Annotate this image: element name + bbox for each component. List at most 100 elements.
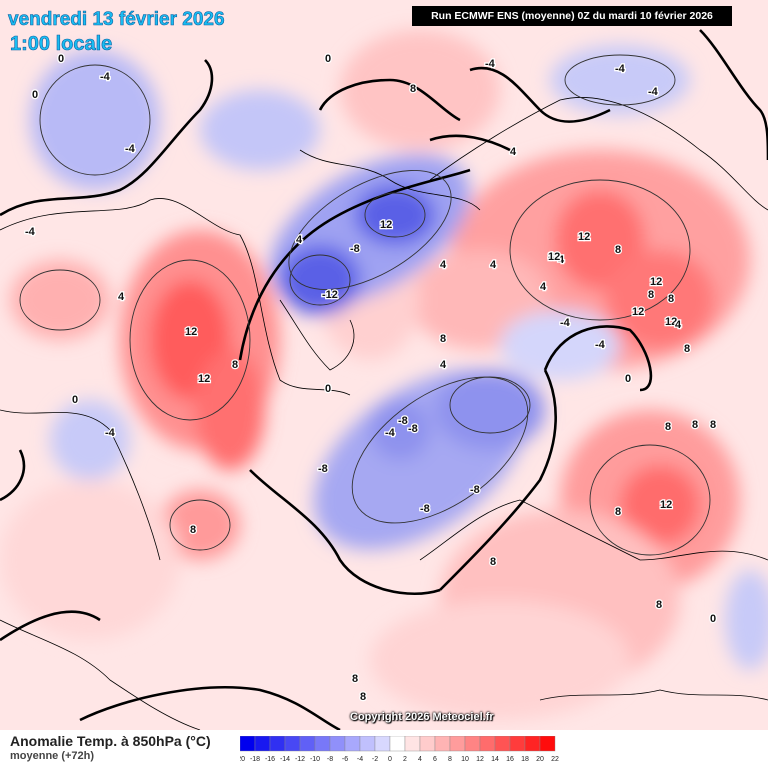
color-swatch	[464, 736, 481, 752]
contour-label: -4	[615, 63, 626, 75]
contour-label: -8	[398, 415, 408, 427]
legend-area: Anomalie Temp. à 850hPa (°C) moyenne (+7…	[0, 730, 768, 768]
contour-label: 0	[72, 394, 78, 406]
scale-tick-label: 6	[433, 756, 437, 763]
contour-label: -12	[322, 289, 338, 301]
contour-label: -4	[485, 58, 496, 70]
color-swatch	[329, 736, 346, 752]
contour-label: -4	[105, 427, 116, 439]
contour-label: 12	[632, 306, 644, 318]
color-swatch	[479, 736, 496, 752]
contour-label: 12	[185, 326, 197, 338]
contour-label: 8	[190, 524, 196, 536]
contour-label: -4	[100, 71, 111, 83]
scale-tick-label: 16	[506, 756, 514, 763]
contour-label: -4	[385, 427, 396, 439]
coastlines	[0, 97, 768, 730]
scale-tick-label: 12	[476, 756, 484, 763]
contour-label: 8	[615, 506, 621, 518]
forecast-time: 1:00 locale	[10, 33, 113, 56]
contour-label: 12	[578, 231, 590, 243]
contour-label: 4	[296, 234, 303, 246]
contour-label: 12	[660, 499, 672, 511]
scale-tick-label: 2	[403, 756, 407, 763]
contour-label: 0	[710, 613, 716, 625]
contour-label: 8	[360, 691, 366, 703]
contour-label: -8	[420, 503, 430, 515]
color-swatch	[524, 736, 541, 752]
contour-label: 12	[665, 316, 677, 328]
contour-label: 0	[32, 89, 38, 101]
contour-label: 8	[548, 251, 554, 263]
contour-label: 4	[510, 146, 517, 158]
contour-label: 8	[410, 83, 416, 95]
scale-tick-label: 0	[388, 756, 392, 763]
scale-tick-label: 10	[461, 756, 469, 763]
contour-label: 12	[198, 373, 210, 385]
contour-label: -8	[350, 243, 360, 255]
scale-tick-label: -16	[265, 756, 275, 763]
contour-label: 8	[710, 419, 716, 431]
scale-tick-label: 20	[536, 756, 544, 763]
contour-label: 4	[440, 359, 447, 371]
contour-label: 4	[118, 291, 125, 303]
variable-subtitle: moyenne (+72h)	[10, 750, 95, 762]
contour-label: 4	[558, 254, 565, 266]
contour-label: -4	[25, 226, 36, 238]
contour-label: -4	[648, 86, 659, 98]
scale-tick-label: -2	[372, 756, 378, 763]
color-scale: -20-18-16-14-12-10-8-6-4-202468101214161…	[240, 736, 559, 763]
contour-label: -4	[125, 143, 136, 155]
contour-label: 0	[325, 53, 331, 65]
contour-label: 12	[548, 251, 560, 263]
scale-tick-label: -6	[342, 756, 348, 763]
contour-label: 0	[325, 383, 331, 395]
scale-tick-label: 18	[521, 756, 529, 763]
color-swatch	[389, 736, 406, 752]
scale-tick-label: 4	[418, 756, 422, 763]
forecast-date: vendredi 13 février 2026	[8, 9, 225, 31]
color-swatch	[359, 736, 376, 752]
contour-label: -4	[595, 339, 606, 351]
contour-label: 8	[490, 556, 496, 568]
contour-label: -8	[318, 463, 328, 475]
color-swatch	[314, 736, 331, 752]
color-swatch	[539, 736, 556, 752]
contour-label: 4	[490, 259, 497, 271]
contour-label: 8	[668, 293, 674, 305]
scale-tick-label: -8	[327, 756, 333, 763]
contour-label: 8	[232, 359, 238, 371]
contour-label: 8	[440, 333, 446, 345]
color-swatch	[374, 736, 391, 752]
contour-label: -4	[560, 317, 571, 329]
contour-label: 4	[440, 259, 447, 271]
contour-label: 12	[650, 276, 662, 288]
color-swatch	[404, 736, 421, 752]
scale-tick-label: 22	[551, 756, 559, 763]
contour-label: 8	[352, 673, 358, 685]
scale-tick-label: 14	[491, 756, 499, 763]
contour-label: 8	[656, 599, 662, 611]
color-swatch	[494, 736, 511, 752]
contour-label: 8	[692, 419, 698, 431]
scale-tick-label: -14	[280, 756, 290, 763]
contour-label: 4	[675, 319, 682, 331]
color-swatch	[299, 736, 316, 752]
thin-contours	[19, 54, 711, 556]
scale-tick-label: -10	[310, 756, 320, 763]
copyright: Copyright 2026 Meteociel.fr	[350, 711, 494, 723]
contour-label: -8	[470, 484, 480, 496]
color-swatch	[240, 736, 256, 752]
contour-label: 0	[58, 53, 64, 65]
color-swatch	[419, 736, 436, 752]
zero-contours	[0, 29, 768, 730]
color-swatch	[509, 736, 526, 752]
color-swatch	[344, 736, 361, 752]
variable-label: Anomalie Temp. à 850hPa (°C)	[10, 733, 211, 749]
contour-label: 8	[648, 289, 654, 301]
color-swatch	[284, 736, 301, 752]
color-swatch	[254, 736, 271, 752]
contour-label: 0	[625, 373, 631, 385]
